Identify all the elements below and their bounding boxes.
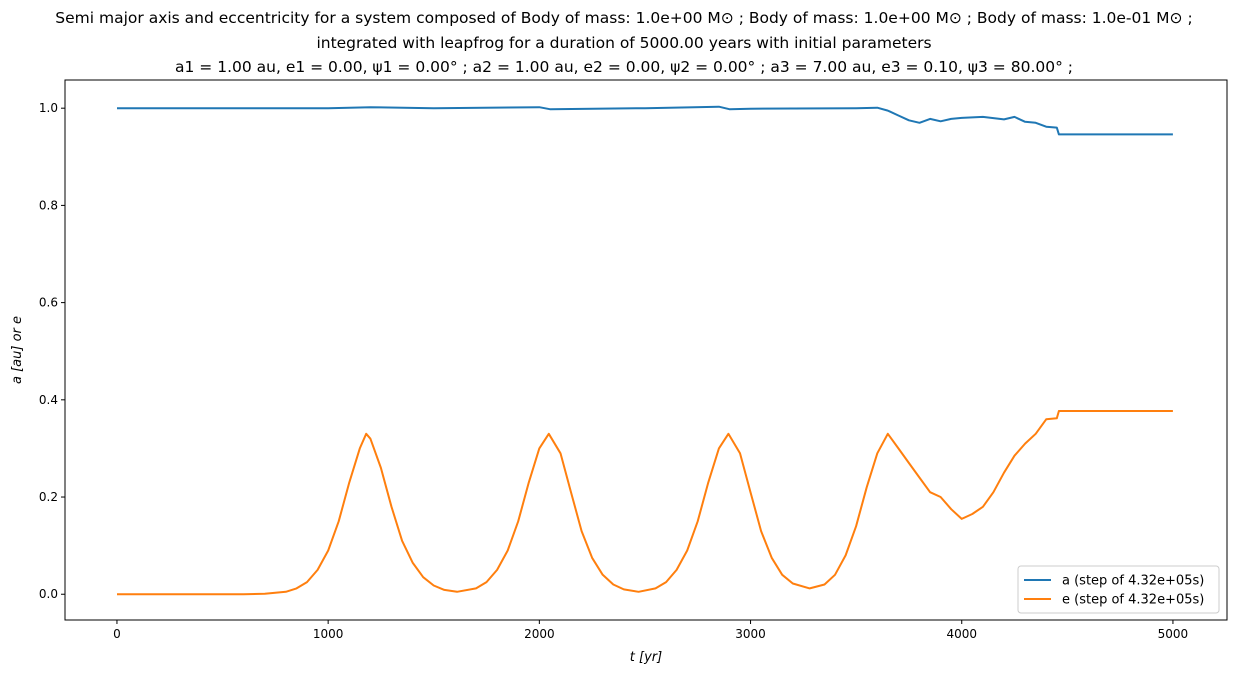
y-axis: 0.0 0.2 0.4 0.6 0.8 1.0 bbox=[39, 101, 65, 601]
y-tick-label: 0.2 bbox=[39, 490, 58, 504]
x-tick-label: 1000 bbox=[313, 627, 344, 641]
legend-box bbox=[1017, 565, 1220, 614]
plot-frame bbox=[64, 79, 1228, 621]
title-line-1: Semi major axis and eccentricity for a s… bbox=[55, 9, 1192, 27]
x-tick-label: 3000 bbox=[735, 627, 766, 641]
x-axis: 0 1000 2000 3000 4000 5000 bbox=[113, 620, 1188, 641]
y-tick-label: 0.4 bbox=[39, 393, 58, 407]
y-axis-label: a [au] or e bbox=[10, 316, 25, 384]
x-tick-label: 4000 bbox=[946, 627, 977, 641]
legend-label: a (step of 4.32e+05s) bbox=[1062, 574, 1204, 589]
x-tick-label: 5000 bbox=[1158, 627, 1189, 641]
y-tick-label: 1.0 bbox=[39, 101, 58, 115]
y-tick-label: 0.8 bbox=[39, 198, 58, 212]
x-tick-label: 2000 bbox=[524, 627, 555, 641]
series-line-a bbox=[117, 105, 1173, 136]
legend-label: e (step of 4.32e+05s) bbox=[1062, 593, 1204, 608]
series-line-e bbox=[117, 410, 1173, 596]
title-line-3: a1 = 1.00 au, e1 = 0.00, ψ1 = 0.00° ; a2… bbox=[175, 58, 1073, 76]
chart-title: Semi major axis and eccentricity for a s… bbox=[55, 9, 1192, 76]
y-tick-label: 0.0 bbox=[39, 587, 58, 601]
x-axis-label: t [yr] bbox=[630, 650, 662, 665]
title-line-2: integrated with leapfrog for a duration … bbox=[316, 34, 931, 52]
y-tick-label: 0.6 bbox=[39, 296, 58, 310]
x-tick-label: 0 bbox=[113, 627, 121, 641]
plot-lines bbox=[117, 105, 1173, 596]
legend: a (step of 4.32e+05s) e (step of 4.32e+05… bbox=[1017, 565, 1220, 614]
